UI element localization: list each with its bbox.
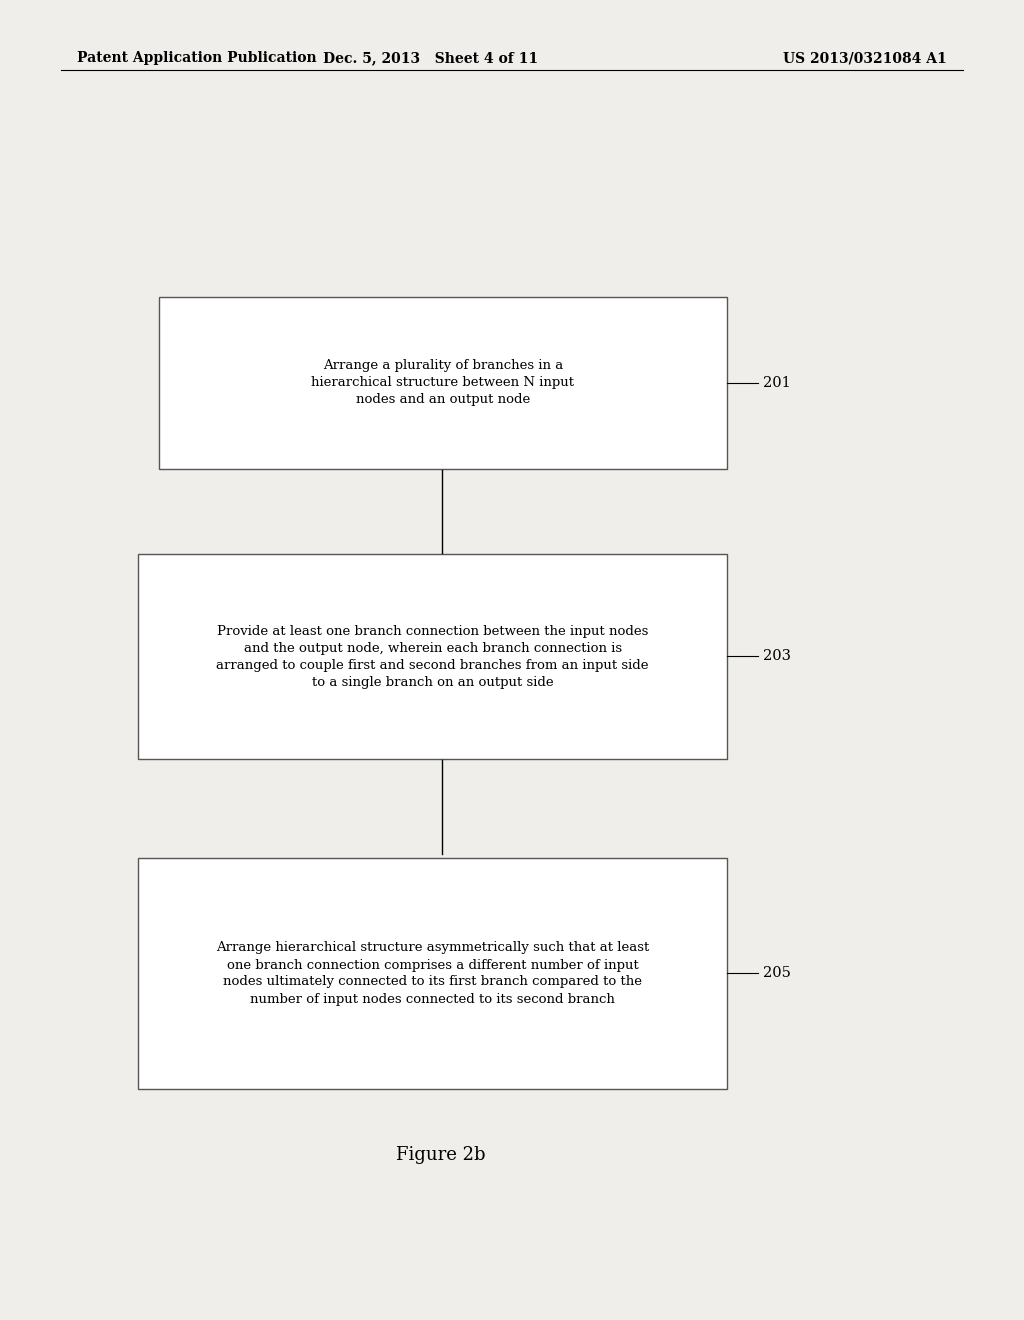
Text: 203: 203 [763,649,791,663]
Text: 201: 201 [763,376,791,389]
Bar [138,554,727,759]
Text: Dec. 5, 2013   Sheet 4 of 11: Dec. 5, 2013 Sheet 4 of 11 [323,51,538,65]
Text: 205: 205 [763,966,791,979]
Bar [159,297,727,469]
Text: Provide at least one branch connection between the input nodes
and the output no: Provide at least one branch connection b… [216,624,649,689]
Text: Figure 2b: Figure 2b [395,1146,485,1164]
Text: Arrange a plurality of branches in a
hierarchical structure between N input
node: Arrange a plurality of branches in a hie… [311,359,574,407]
Text: Arrange hierarchical structure asymmetrically such that at least
one branch conn: Arrange hierarchical structure asymmetri… [216,941,649,1006]
Bar [138,858,727,1089]
Text: Patent Application Publication: Patent Application Publication [77,51,316,65]
Text: US 2013/0321084 A1: US 2013/0321084 A1 [783,51,947,65]
